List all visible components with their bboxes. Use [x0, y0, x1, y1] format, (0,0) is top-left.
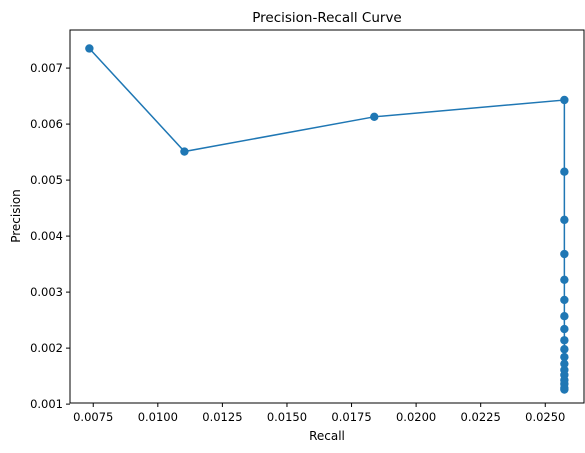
- plot-area: [85, 44, 569, 394]
- y-axis: 0.001 0.002 0.003 0.004 0.005 0.006 0.007: [30, 61, 70, 411]
- data-point: [560, 95, 569, 105]
- data-point: [560, 215, 569, 225]
- x-tick-label: 0.0200: [396, 410, 436, 424]
- y-tick-label: 0.006: [30, 117, 63, 131]
- data-point: [370, 112, 379, 122]
- data-point: [560, 275, 569, 284]
- data-point: [560, 167, 569, 176]
- y-tick-label: 0.001: [30, 397, 63, 411]
- data-point: [560, 345, 569, 354]
- y-tick-label: 0.003: [30, 285, 63, 299]
- plot-frame: [69, 29, 585, 404]
- data-point: [560, 249, 569, 259]
- series-line: [88, 47, 566, 390]
- y-tick-label: 0.004: [30, 229, 63, 243]
- x-tick-label: 0.0125: [202, 410, 242, 424]
- x-tick-label: 0.0250: [525, 410, 565, 424]
- data-point: [560, 352, 569, 362]
- x-axis-label: Recall: [309, 429, 345, 443]
- y-axis-label: Precision: [9, 189, 23, 243]
- chart-title: Precision-Recall Curve: [252, 10, 402, 26]
- data-point: [560, 385, 569, 394]
- data-point: [180, 147, 189, 156]
- x-tick-label: 0.0175: [331, 410, 371, 424]
- data-point: [85, 44, 94, 53]
- x-tick-label: 0.0150: [267, 410, 307, 424]
- y-tick-label: 0.005: [30, 173, 63, 187]
- data-point: [560, 336, 569, 345]
- x-tick-label: 0.0100: [138, 410, 178, 424]
- data-point: [560, 359, 569, 368]
- x-tick-label: 0.0075: [73, 410, 113, 424]
- x-axis: 0.0075 0.0100 0.0125 0.0150 0.0175 0.0200 0.02…: [73, 403, 565, 424]
- data-point: [560, 311, 569, 321]
- y-tick-label: 0.002: [30, 341, 63, 355]
- x-tick-label: 0.0225: [461, 410, 501, 424]
- y-tick-label: 0.007: [30, 61, 63, 75]
- data-point: [560, 324, 569, 334]
- data-point: [560, 295, 569, 305]
